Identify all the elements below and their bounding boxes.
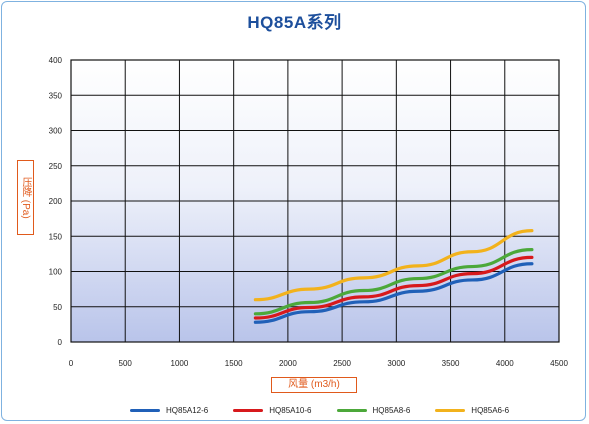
legend-swatch [336,408,367,412]
series-line-hq85a10-6 [253,255,534,320]
x-tick-label: 0 [69,359,74,368]
legend-label: HQ85A6-6 [471,405,510,415]
axes: 0 500 1000 1500 2000 2500 3000 3500 4000 4500 0 50 1… [49,56,569,368]
x-tick-label: 3500 [442,359,460,368]
legend-item-hq85a12-6: HQ85A12-6 [130,406,208,415]
x-axis-label-box: 风量 (m3/h) [271,377,357,393]
series-line-hq85a12-6 [253,262,534,324]
x-tick-label: 500 [119,359,133,368]
x-tick-label: 2500 [333,359,351,368]
x-tick-label: 1000 [171,359,189,368]
series-line-hq85a6-6 [253,229,534,302]
legend-swatch [233,408,264,412]
y-tick-label: 350 [49,91,63,100]
y-tick-label: 150 [49,232,63,241]
x-tick-label: 2000 [279,359,297,368]
plot-border [70,59,560,343]
legend-item-hq85a6-6: HQ85A6-6 [435,406,509,415]
x-tick-label: 4000 [496,359,514,368]
y-tick-label: 200 [49,197,63,206]
series-lines [253,229,534,324]
y-tick-label: 400 [49,56,63,65]
legend-item-hq85a8-6: HQ85A8-6 [336,405,411,415]
legend: HQ85A12-6 HQ85A10-6 HQ85A8-6 HQ85A6-6 [130,403,534,417]
x-tick-label: 3000 [387,359,405,368]
series-line-hq85a8-6 [253,248,534,316]
y-tick-label: 100 [49,268,63,277]
y-tick-label: 250 [49,162,63,171]
x-tick-label: 4500 [550,359,568,368]
y-tick-label: 0 [58,338,63,347]
y-tick-label: 50 [53,303,62,312]
y-axis-label: 压降 (Pa) [20,176,31,219]
legend-label: HQ85A10-6 [269,405,312,415]
chart-title: HQ85A系列 [247,13,342,32]
grid [70,59,560,343]
legend-swatch [435,408,466,412]
y-tick-label: 300 [49,127,63,136]
legend-label: HQ85A12-6 [166,405,209,415]
x-tick-label: 1500 [225,359,243,368]
x-axis-label: 风量 (m3/h) [288,379,340,390]
legend-label: HQ85A8-6 [372,405,411,415]
legend-item-hq85a10-6: HQ85A10-6 [233,405,312,415]
legend-swatch [130,408,160,412]
y-axis-label-box: 压降 (Pa) [17,160,34,235]
